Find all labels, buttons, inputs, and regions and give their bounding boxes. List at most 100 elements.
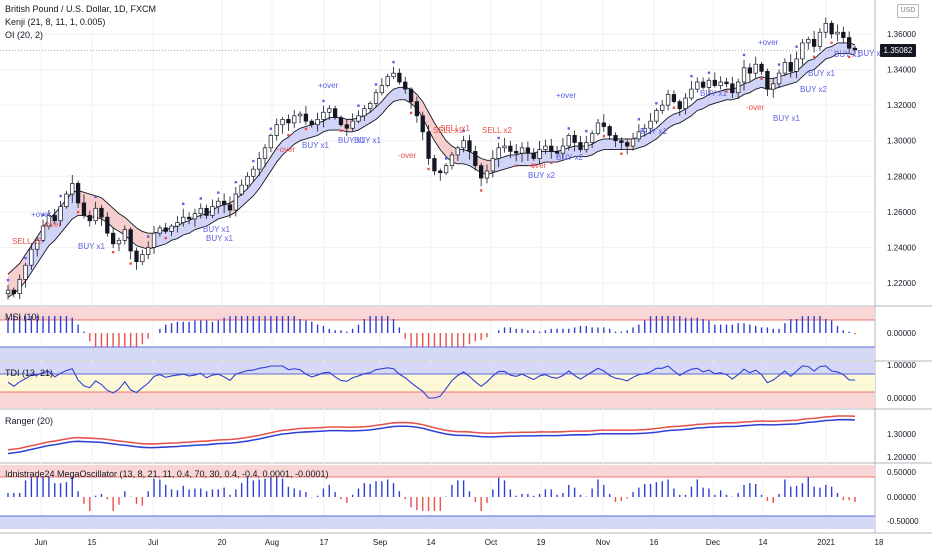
signal-marker [146, 235, 150, 238]
candle-body [146, 247, 151, 255]
candle-body [52, 215, 57, 222]
candle-body [420, 115, 425, 133]
candle-body [368, 103, 373, 110]
msi-pane-title[interactable]: MSI (10) [5, 312, 40, 322]
symbol-title[interactable]: British Pound / U.S. Dollar, 1D, FXCM [5, 4, 157, 14]
signal-marker [620, 152, 623, 155]
x-tick-label: 16 [650, 538, 659, 547]
signal-marker [409, 111, 413, 115]
ranger-line [7, 415, 856, 451]
signal-marker [339, 129, 343, 133]
candle-body [747, 67, 753, 74]
candle-body [332, 108, 338, 118]
signal-marker [497, 136, 500, 140]
tdi-line [7, 365, 855, 399]
candle-body [741, 67, 747, 83]
indicator-kenji-label[interactable]: Kenji (21, 8, 11, 1, 0.005) [5, 17, 106, 27]
candle-body [245, 175, 250, 186]
candle-body [46, 215, 52, 227]
signal-marker [777, 63, 781, 66]
ranger-line [7, 418, 856, 454]
candle-body [765, 70, 770, 90]
signal-marker [795, 45, 798, 48]
mega-tick-label: -0.50000 [887, 517, 919, 526]
candle-body [105, 216, 110, 234]
indicator-oi-label[interactable]: OI (20, 2) [5, 30, 44, 40]
signal-marker [725, 90, 728, 93]
candle-body [794, 58, 799, 72]
signal-label: SELL x2 [12, 237, 42, 246]
band-fill [25, 190, 79, 282]
candle-body [414, 101, 420, 117]
signal-label: BUY x1 [700, 89, 728, 98]
candle-body [280, 119, 285, 126]
band-fill [352, 87, 412, 132]
signal-marker [94, 195, 97, 199]
signal-marker [550, 161, 553, 165]
candle-body [601, 122, 606, 127]
candle-body [140, 254, 145, 263]
candle-body [134, 250, 139, 263]
candle-body [800, 42, 805, 60]
candle-body [665, 94, 671, 106]
mega-pane-title[interactable]: Idnistrade24 MegaOscillator (13, 8, 21, … [5, 469, 329, 479]
signal-label: -over [398, 151, 417, 160]
x-tick-label: 2021 [817, 538, 835, 547]
candle-body [578, 142, 583, 150]
currency-badge[interactable]: USD [897, 4, 919, 18]
ranger-line [7, 415, 856, 451]
candle-body [327, 108, 332, 113]
candle-body [607, 126, 612, 136]
candle-body [718, 81, 723, 86]
signal-label: BUY x1 [338, 136, 366, 145]
candle-body [531, 152, 536, 159]
signal-marker [252, 159, 255, 163]
candle-body [549, 145, 554, 152]
candle-body [397, 72, 402, 83]
ranger-pane-title[interactable]: Ranger (20) [5, 416, 54, 426]
signal-label: -over [43, 220, 62, 229]
signal-marker [707, 71, 711, 74]
candle-body [683, 97, 688, 110]
candle-body [58, 206, 63, 222]
band-fill [8, 254, 26, 298]
signal-label: +over [31, 210, 52, 219]
candle-body [5, 289, 11, 295]
signal-marker [742, 53, 746, 57]
signal-label: +over [758, 38, 779, 47]
candle-body [40, 225, 46, 241]
candle-body [630, 138, 636, 147]
band-fill [773, 42, 855, 90]
band-fill [411, 89, 458, 164]
mega-tick-label: 0.50000 [887, 468, 916, 477]
signal-label: -over [746, 103, 765, 112]
signal-label: BUY x1 [78, 242, 106, 251]
mega-tick-label: 0.00000 [887, 493, 916, 502]
candle-body [537, 149, 542, 159]
candle-body [496, 147, 501, 159]
candle-body [642, 127, 647, 133]
candle-body [695, 81, 700, 90]
y-tick-label: 1.30000 [887, 137, 916, 146]
candle-body [449, 154, 455, 166]
candle-body [595, 122, 601, 134]
candle-body [829, 22, 834, 35]
candle-body [554, 151, 560, 154]
tdi-tick-label: 1.00000 [887, 361, 916, 370]
signal-marker [830, 41, 833, 44]
x-tick-label: Jul [148, 538, 158, 547]
band-fill [235, 117, 341, 212]
candle-body [443, 165, 449, 174]
signal-label: SELL x2 [482, 126, 512, 135]
tdi-pane-title[interactable]: TDI (13, 21) [5, 368, 54, 378]
candle-body [151, 232, 157, 248]
mega-lower-zone [0, 516, 875, 529]
signal-label: BUY x1 [640, 127, 668, 136]
signal-label: BUY x1 [302, 141, 330, 150]
signal-marker [479, 189, 483, 192]
candle-body [806, 38, 811, 44]
candle-body [122, 229, 127, 241]
candle-body [216, 200, 221, 207]
